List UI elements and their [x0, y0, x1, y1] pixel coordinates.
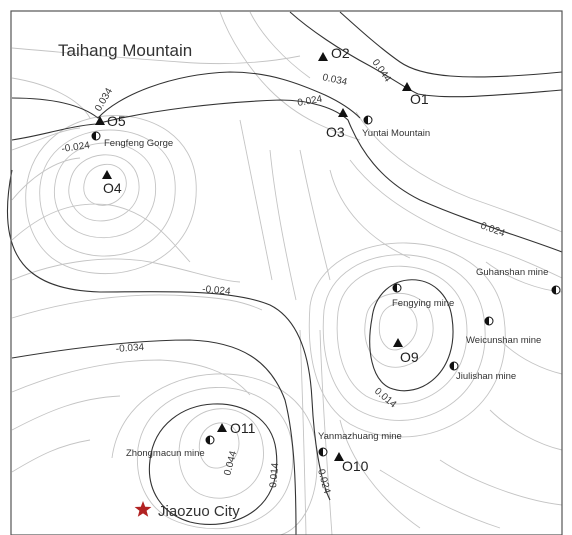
mine-label: Yanmazhuang mine — [318, 431, 402, 442]
observation-label: O9 — [400, 349, 419, 365]
city-label: Jiaozuo City — [158, 503, 240, 520]
half-circle-icon — [363, 115, 373, 125]
observation-label: O10 — [342, 458, 369, 474]
observation-point-o4[interactable]: O4 — [102, 170, 122, 196]
minor-contours — [11, 11, 563, 535]
mine-label: Jiulishan mine — [456, 371, 516, 382]
mine-weicunshan[interactable]: Weicunshan mine — [466, 316, 541, 346]
triangle-icon — [338, 108, 348, 117]
contour-label: 0.014 — [268, 462, 281, 488]
major-contours — [6, 11, 563, 535]
half-circle-icon — [392, 283, 402, 293]
observation-label: O5 — [107, 113, 126, 129]
half-circle-icon — [205, 435, 215, 445]
mine-jiulishan[interactable]: Jiulishan mine — [449, 361, 516, 382]
mine-fengying[interactable]: Fengying mine — [392, 283, 454, 309]
contour-label: 0.024 — [297, 94, 324, 109]
map-frame — [10, 10, 563, 535]
triangle-icon — [334, 452, 344, 461]
observation-label: O11 — [230, 420, 256, 436]
observation-point-o5[interactable]: O5 — [95, 113, 126, 129]
half-circle-icon — [449, 361, 459, 371]
city-marker[interactable]: Jiaozuo City — [134, 501, 241, 520]
region-label: Taihang Mountain — [58, 41, 192, 60]
mine-label: Fengfeng Gorge — [104, 138, 173, 149]
star-icon — [134, 501, 152, 517]
half-circle-icon — [551, 285, 561, 295]
mine-label: Weicunshan mine — [466, 335, 541, 346]
contour-label: 0.034 — [321, 72, 348, 88]
observation-point-o10[interactable]: O10 — [334, 452, 369, 474]
triangle-icon — [318, 52, 328, 61]
observation-point-o3[interactable]: O3 — [326, 108, 348, 140]
triangle-icon — [393, 338, 403, 347]
triangle-icon — [217, 423, 227, 432]
triangle-icon — [402, 82, 412, 91]
observation-point-o9[interactable]: O9 — [393, 338, 419, 365]
observation-label: O1 — [410, 91, 429, 107]
mine-yuntai[interactable]: Yuntai Mountain — [362, 115, 430, 139]
mine-yanmazhuang[interactable]: Yanmazhuang mine — [318, 431, 402, 457]
contour-label: -0.034 — [115, 342, 144, 355]
contour-label: -0.024 — [61, 140, 91, 155]
mines: Fengfeng Gorge Yuntai Mountain Guhanshan… — [91, 115, 561, 459]
mine-label: Yuntai Mountain — [362, 128, 430, 139]
half-circle-icon — [318, 447, 328, 457]
mine-label: Guhanshan mine — [476, 267, 548, 278]
triangle-icon — [95, 116, 105, 125]
half-circle-icon — [484, 316, 494, 326]
observation-label: O4 — [103, 180, 122, 196]
mine-fengfeng[interactable]: Fengfeng Gorge — [91, 131, 173, 149]
mine-label: Fengying mine — [392, 298, 454, 309]
half-circle-icon — [91, 131, 101, 141]
mine-guhanshan[interactable]: Guhanshan mine — [476, 267, 561, 295]
mine-zhongmacun[interactable]: Zhongmacun mine — [126, 435, 215, 459]
observation-point-o2[interactable]: O2 — [318, 45, 350, 61]
contour-label: -0.024 — [202, 284, 232, 297]
observation-point-o11[interactable]: O11 — [217, 420, 256, 436]
observation-points: O2 O1 O5 O3 O4 O9 O11 O10 — [95, 45, 429, 474]
observation-label: O3 — [326, 124, 345, 140]
observation-point-o1[interactable]: O1 — [402, 82, 429, 107]
mine-label: Zhongmacun mine — [126, 448, 205, 459]
triangle-icon — [102, 170, 112, 179]
observation-label: O2 — [331, 45, 350, 61]
